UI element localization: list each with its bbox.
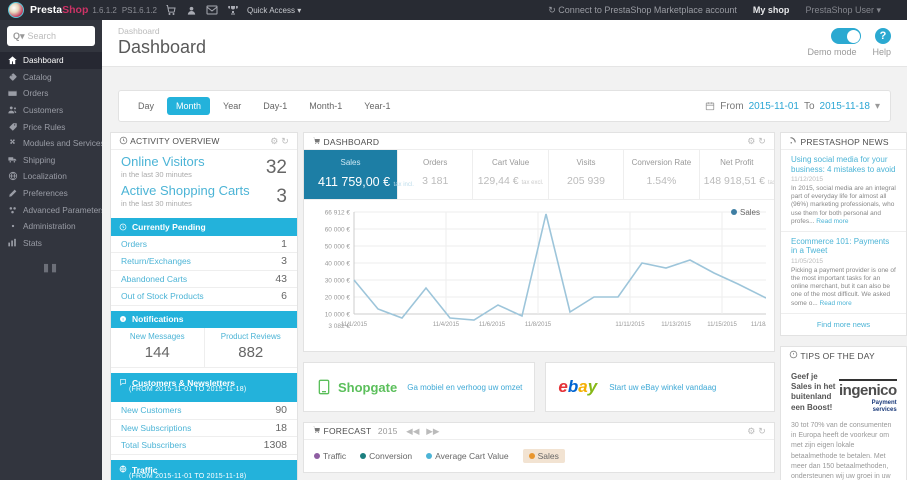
svg-text:11/13/2015: 11/13/2015 bbox=[661, 322, 691, 328]
svg-text:11/15/2015: 11/15/2015 bbox=[707, 322, 737, 328]
svg-text:11/8/2015: 11/8/2015 bbox=[525, 322, 552, 328]
svg-text:66 912 €: 66 912 € bbox=[325, 210, 351, 217]
svg-text:11/1/2015: 11/1/2015 bbox=[341, 322, 368, 328]
svg-text:50 000 €: 50 000 € bbox=[325, 244, 351, 251]
svg-text:i: i bbox=[122, 317, 123, 322]
svg-text:11/18/201: 11/18/201 bbox=[751, 322, 766, 328]
svg-text:10 000 €: 10 000 € bbox=[325, 312, 351, 319]
svg-text:30 000 €: 30 000 € bbox=[325, 278, 351, 285]
svg-text:60 000 €: 60 000 € bbox=[325, 227, 351, 234]
svg-text:11/11/2015: 11/11/2015 bbox=[615, 322, 645, 328]
svg-text:11/4/2015: 11/4/2015 bbox=[433, 322, 460, 328]
svg-text:20 000 €: 20 000 € bbox=[325, 295, 351, 302]
svg-text:11/6/2015: 11/6/2015 bbox=[479, 322, 506, 328]
svg-text:40 000 €: 40 000 € bbox=[325, 261, 351, 268]
